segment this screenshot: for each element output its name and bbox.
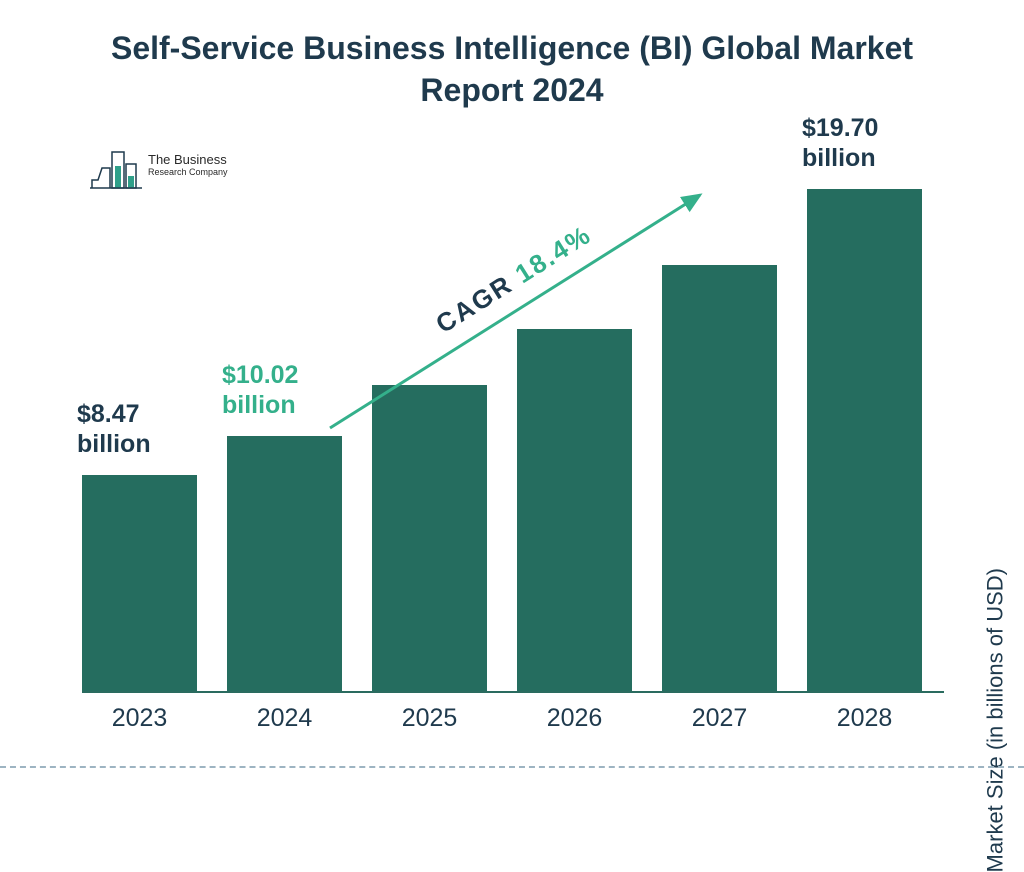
y-axis-label: Market Size (in billions of USD): [982, 568, 1008, 872]
cagr-arrow: [0, 0, 1024, 768]
